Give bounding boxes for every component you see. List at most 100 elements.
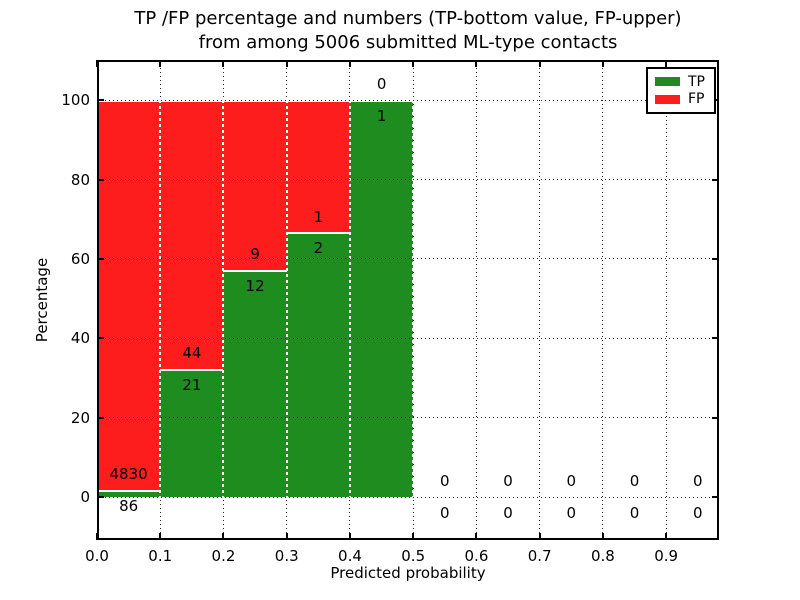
y-tick-right — [712, 496, 719, 499]
fp-count-label: 0 — [440, 472, 450, 491]
x-tick-bottom — [222, 533, 225, 540]
tp-count-label: 0 — [503, 504, 513, 522]
x-tick-label: 0.4 — [338, 547, 362, 565]
x-tick-bottom — [475, 533, 478, 540]
bar-tp-segment — [97, 490, 161, 498]
y-tick-label: 20 — [70, 408, 90, 427]
fp-count-label: 4830 — [109, 465, 148, 484]
tp-count-label: 21 — [182, 375, 202, 394]
x-tick-label: 0.6 — [464, 547, 489, 565]
x-tick-bottom — [159, 533, 162, 540]
bar-edge-line — [159, 100, 162, 498]
bar-edge-line — [285, 100, 288, 498]
x-tick-label: 0.9 — [654, 547, 679, 565]
y-tick-label: 40 — [70, 329, 90, 348]
x-tick-top — [222, 60, 225, 67]
fp-count-label: 0 — [693, 472, 703, 491]
fp-count-label: 0 — [566, 472, 577, 491]
x-tick-label: 0.1 — [148, 547, 173, 565]
y-tick-left — [97, 178, 104, 181]
x-tick-label: 0.7 — [527, 547, 552, 565]
y-tick-left — [97, 257, 104, 260]
tp-count-label: 2 — [313, 239, 324, 258]
vertical-gridline — [539, 60, 541, 540]
x-tick-bottom — [285, 533, 288, 540]
x-tick-label: 0.5 — [401, 547, 426, 565]
horizontal-gridline — [97, 179, 719, 180]
y-tick-label: 100 — [61, 91, 90, 110]
x-tick-top — [285, 60, 288, 67]
legend: TP FP — [646, 67, 716, 114]
tp-count-label: 1 — [376, 106, 387, 125]
fp-count-label: 1 — [313, 207, 324, 226]
tp-count-label: 86 — [119, 497, 139, 516]
y-tick-left — [97, 99, 104, 102]
x-tick-top — [412, 60, 415, 67]
tp-count-label: 0 — [440, 504, 450, 522]
axis-spine-right — [717, 60, 719, 540]
y-tick-label: 60 — [70, 249, 90, 268]
horizontal-gridline — [97, 337, 719, 339]
y-tick-label: 80 — [70, 170, 90, 189]
chart-title: TP /FP percentage and numbers (TP-bottom… — [97, 7, 719, 55]
y-tick-label: 0 — [80, 488, 90, 507]
fp-count-label: 44 — [182, 343, 202, 362]
bar-tp-segment — [286, 232, 350, 498]
x-tick-bottom — [412, 533, 415, 540]
x-tick-top — [538, 60, 541, 67]
y-tick-right — [712, 416, 719, 419]
axis-spine-bottom — [97, 538, 719, 540]
tp-count-label: 0 — [629, 504, 640, 522]
fp-count-label: 0 — [629, 472, 640, 491]
fp-count-label: 9 — [250, 245, 260, 264]
bar-tp-segment — [349, 100, 414, 498]
x-tick-top — [475, 60, 478, 67]
x-tick-label: 0.8 — [591, 547, 615, 565]
y-tick-right — [712, 178, 719, 181]
vertical-gridline — [475, 60, 477, 540]
x-tick-label: 0.0 — [85, 547, 109, 565]
legend-entry-fp: FP — [655, 92, 707, 106]
bar-fp-segment — [160, 100, 224, 369]
plot-area: TP FP 4830 86 44 21 9 12 1 2 0 1 0 0 0 0 0 0 0 0 0 0 — [96, 60, 719, 540]
y-tick-left — [97, 496, 104, 499]
bar-fp-segment — [286, 100, 350, 233]
tp-color-swatch — [655, 77, 680, 87]
fp-count-label: 0 — [376, 75, 387, 94]
x-tick-bottom — [601, 533, 604, 540]
x-tick-top — [159, 60, 162, 67]
bar-fp-segment — [223, 100, 287, 271]
horizontal-gridline — [97, 496, 719, 498]
legend-label-tp: TP — [688, 73, 705, 90]
y-tick-right — [712, 337, 719, 340]
x-tick-top — [601, 60, 604, 67]
axis-spine-left — [97, 60, 99, 540]
legend-entry-tp: TP — [655, 75, 707, 89]
x-tick-bottom — [348, 533, 351, 540]
fp-color-swatch — [655, 94, 680, 104]
tp-count-label: 0 — [693, 504, 703, 522]
fp-count-label: 0 — [503, 472, 513, 491]
x-tick-bottom — [665, 533, 668, 540]
legend-label-fp: FP — [688, 91, 705, 108]
y-tick-left — [97, 337, 104, 340]
bar-fp-segment — [97, 100, 161, 491]
horizontal-gridline — [97, 258, 719, 260]
tp-count-label: 0 — [566, 504, 577, 522]
chart-title-line1: TP /FP percentage and numbers (TP-bottom… — [134, 8, 682, 29]
horizontal-gridline — [97, 99, 719, 101]
bar-edge-line — [222, 100, 225, 498]
bar-tp-segment — [160, 368, 224, 498]
x-tick-bottom — [538, 533, 541, 540]
chart-title-line2: from among 5006 submitted ML-type contac… — [198, 32, 618, 53]
x-axis-label: Predicted probability — [330, 564, 486, 582]
bar-edge-line — [412, 100, 415, 498]
horizontal-gridline — [97, 417, 719, 419]
y-tick-right — [712, 257, 719, 260]
x-tick-label: 0.3 — [274, 547, 299, 565]
x-tick-top — [348, 60, 351, 67]
axis-spine-top — [97, 60, 719, 62]
bar-tp-segment — [223, 270, 287, 498]
y-tick-left — [97, 416, 104, 419]
